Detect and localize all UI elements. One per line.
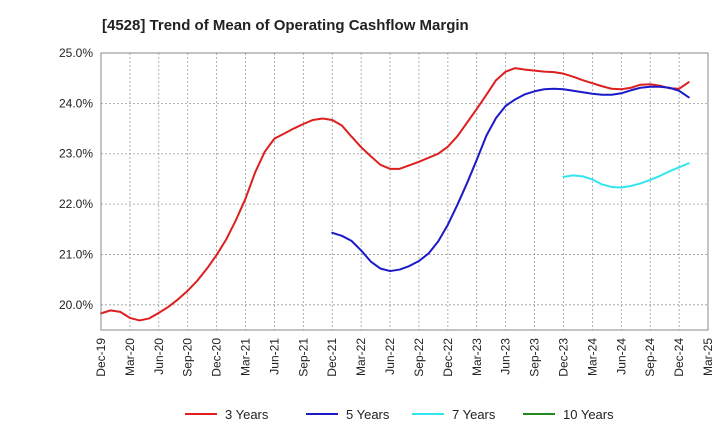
series-line xyxy=(562,162,690,189)
x-tick-label: Mar-20 xyxy=(123,338,137,376)
x-tick-label: Sep-24 xyxy=(643,338,657,377)
x-tick-label: Sep-21 xyxy=(296,338,310,377)
x-tick-label: Jun-24 xyxy=(614,338,628,375)
y-axis: 20.0% 21.0% 22.0% 23.0% 24.0% 25.0% xyxy=(59,46,93,312)
legend-label: 3 Years xyxy=(225,407,269,422)
x-tick-label: Dec-20 xyxy=(210,338,224,377)
y-tick-label: 25.0% xyxy=(59,46,93,60)
y-tick-label: 20.0% xyxy=(59,298,93,312)
series-lines xyxy=(100,67,690,322)
y-tick-label: 24.0% xyxy=(59,96,93,110)
series-line xyxy=(100,67,690,322)
x-axis: Dec-19 Mar-20 Jun-20 Sep-20 Dec-20 Mar-21 Jun-… xyxy=(94,338,715,377)
x-tick-label: Dec-23 xyxy=(556,338,570,377)
legend: 3 Years 5 Years 7 Years 10 Years xyxy=(185,407,614,422)
x-tick-label: Jun-22 xyxy=(383,338,397,375)
legend-label: 5 Years xyxy=(346,407,390,422)
x-tick-label: Jun-20 xyxy=(152,338,166,375)
y-tick-label: 22.0% xyxy=(59,197,93,211)
x-tick-label: Jun-23 xyxy=(499,338,513,375)
x-tick-label: Mar-25 xyxy=(701,338,715,376)
x-tick-label: Sep-23 xyxy=(528,338,542,377)
x-tick-label: Dec-19 xyxy=(94,338,108,377)
legend-label: 7 Years xyxy=(452,407,496,422)
x-tick-label: Sep-20 xyxy=(181,338,195,377)
y-tick-label: 23.0% xyxy=(59,147,93,161)
legend-item: 3 Years xyxy=(185,407,269,422)
x-tick-label: Mar-24 xyxy=(585,338,599,376)
legend-label: 10 Years xyxy=(563,407,614,422)
series-line xyxy=(331,85,690,273)
chart-title: [4528] Trend of Mean of Operating Cashfl… xyxy=(102,17,469,34)
legend-item: 5 Years xyxy=(306,407,390,422)
legend-item: 7 Years xyxy=(412,407,496,422)
x-tick-label: Mar-23 xyxy=(470,338,484,376)
y-tick-label: 21.0% xyxy=(59,247,93,261)
x-tick-label: Dec-21 xyxy=(325,338,339,377)
x-tick-label: Mar-22 xyxy=(354,338,368,376)
x-tick-label: Mar-21 xyxy=(239,338,253,376)
legend-item: 10 Years xyxy=(523,407,614,422)
plot-frame xyxy=(100,52,709,331)
x-tick-label: Dec-22 xyxy=(441,338,455,377)
x-tick-label: Sep-22 xyxy=(412,338,426,377)
x-tick-label: Dec-24 xyxy=(672,338,686,377)
x-tick-label: Jun-21 xyxy=(267,338,281,375)
